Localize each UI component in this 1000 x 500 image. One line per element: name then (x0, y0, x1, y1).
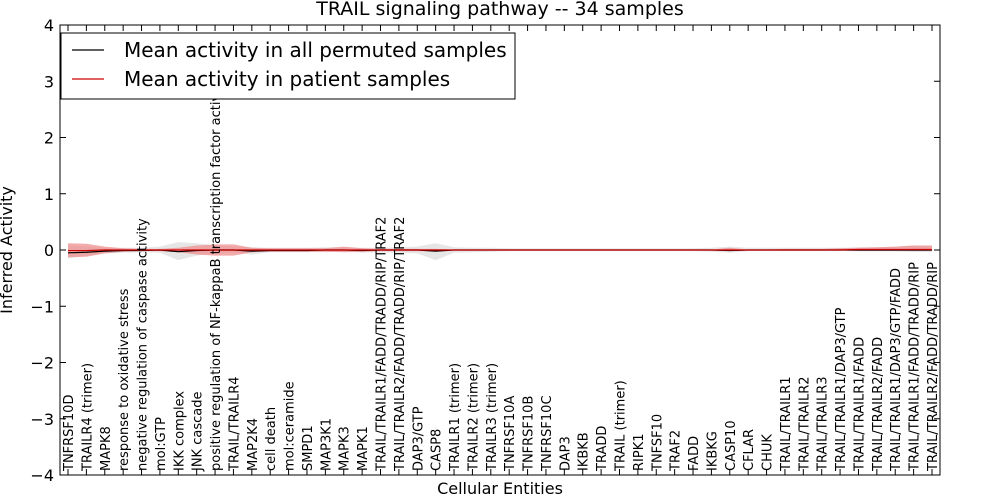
y-tick-label: −4 (30, 466, 54, 485)
x-tick-label: DAP3/GTP (411, 406, 426, 471)
x-tick-label: response to oxidative stress (117, 288, 132, 471)
y-tick-label: 0 (44, 241, 54, 260)
y-tick-label: 1 (44, 185, 54, 204)
x-tick-label: TNFSF10 (650, 414, 665, 472)
x-tick-label: negative regulation of caspase activity (136, 218, 151, 471)
y-tick-label: −1 (30, 297, 54, 316)
x-tick-label: TRAIL/TRAILR4 (227, 376, 242, 472)
x-tick-label: TRAILR3 (trimer) (485, 363, 500, 472)
x-tick-label: IKBKG (705, 431, 720, 471)
x-tick-label: CFLAR (742, 429, 757, 471)
x-tick-label: positive regulation of NF-kappaB transcr… (209, 77, 224, 471)
x-tick-label: TNFRSF10A (503, 396, 518, 472)
x-tick-label: MAP2K4 (246, 418, 261, 471)
x-tick-label: mol:ceramide (283, 381, 298, 471)
x-tick-label: IKBKB (577, 432, 592, 471)
x-tick-label: IKK complex (172, 391, 187, 471)
chart-title: TRAIL signaling pathway -- 34 samples (315, 0, 684, 20)
x-tick-label: mol:GTP (154, 417, 169, 471)
x-tick-label: TRAIL/TRAILR2 (797, 376, 812, 472)
x-tick-label: CHUK (761, 434, 776, 471)
x-tick-label: RIPK1 (632, 433, 647, 471)
legend-label-permuted: Mean activity in all permuted samples (124, 38, 507, 62)
y-axis: 4 3 2 1 0 −1 −2 −3 −4 (30, 16, 940, 485)
x-tick-label: MAPK8 (99, 426, 114, 471)
x-tick-label: MAPK3 (338, 426, 353, 471)
x-tick-label: TRAIL/TRAILR1 (779, 376, 794, 472)
x-tick-label: TRAIL/TRAILR2/FADD/TRADD/RIP/TRAF2 (393, 217, 408, 472)
x-tick-label: MAP3K1 (319, 418, 334, 471)
x-tick-label: TRAIL/TRAILR1/FADD (852, 337, 867, 472)
x-tick-label: TNFRSF10D (62, 395, 77, 472)
legend-box (60, 32, 516, 100)
y-tick-label: 3 (44, 72, 54, 91)
y-tick-label: −3 (30, 410, 54, 429)
x-tick-label: TRAIL/TRAILR1/FADD/TRADD/RIP (908, 262, 923, 472)
x-tick-label: TRAIL (trimer) (613, 380, 628, 472)
x-tick-label: TRAIL/TRAILR2/FADD/TRADD/RIP (926, 262, 941, 472)
legend: Mean activity in all permuted samples Me… (60, 32, 516, 100)
x-tick-label: JNK cascade (191, 392, 206, 472)
lines-layer (67, 248, 932, 254)
x-tick-label: TRAIL/TRAILR1/DAP3/GTP (834, 307, 849, 472)
x-tick-label: TNFRSF10B (522, 396, 537, 472)
x-tick-label: TRADD (595, 426, 610, 472)
y-tick-label: −2 (30, 354, 54, 373)
x-tick-label: CASP10 (724, 420, 739, 471)
x-tick-label: TRAILR1 (trimer) (448, 363, 463, 472)
x-tick-label: MAPK1 (356, 426, 371, 471)
y-tick-label: 4 (44, 16, 54, 35)
plot-frame (59, 24, 941, 476)
x-tick-label: TRAF2 (669, 430, 684, 472)
x-tick-label: TRAIL/TRAILR2/FADD (871, 337, 886, 472)
legend-label-patient: Mean activity in patient samples (124, 67, 450, 91)
x-tick-label: TRAILR2 (trimer) (466, 363, 481, 472)
x-tick-label: cell death (264, 407, 279, 471)
x-tick-label: TRAILR4 (trimer) (80, 363, 95, 472)
x-tick-label: DAP3 (558, 436, 573, 471)
x-tick-label: FADD (687, 436, 702, 471)
permuted-band (68, 242, 932, 261)
x-axis-title: Cellular Entities (437, 479, 563, 498)
y-axis-title: Inferred Activity (0, 186, 16, 314)
x-tick-label: TRAIL/TRAILR1/FADD/TRADD/RIP/TRAF2 (375, 217, 390, 472)
x-tick-label: TNFRSF10C (540, 395, 555, 472)
x-tick-label: TRAIL/TRAILR3 (816, 376, 831, 472)
y-tick-label: 2 (44, 129, 54, 148)
x-tick-label: TRAIL/TRAILR1/DAP3/GTP/FADD (889, 268, 904, 472)
patient-mean-line (68, 248, 932, 252)
x-axis: TNFRSF10D TRAILR4 (trimer) MAPK8 response t… (62, 25, 941, 475)
x-tick-label: SMPD1 (301, 425, 316, 471)
x-tick-label: CASP8 (430, 429, 445, 471)
